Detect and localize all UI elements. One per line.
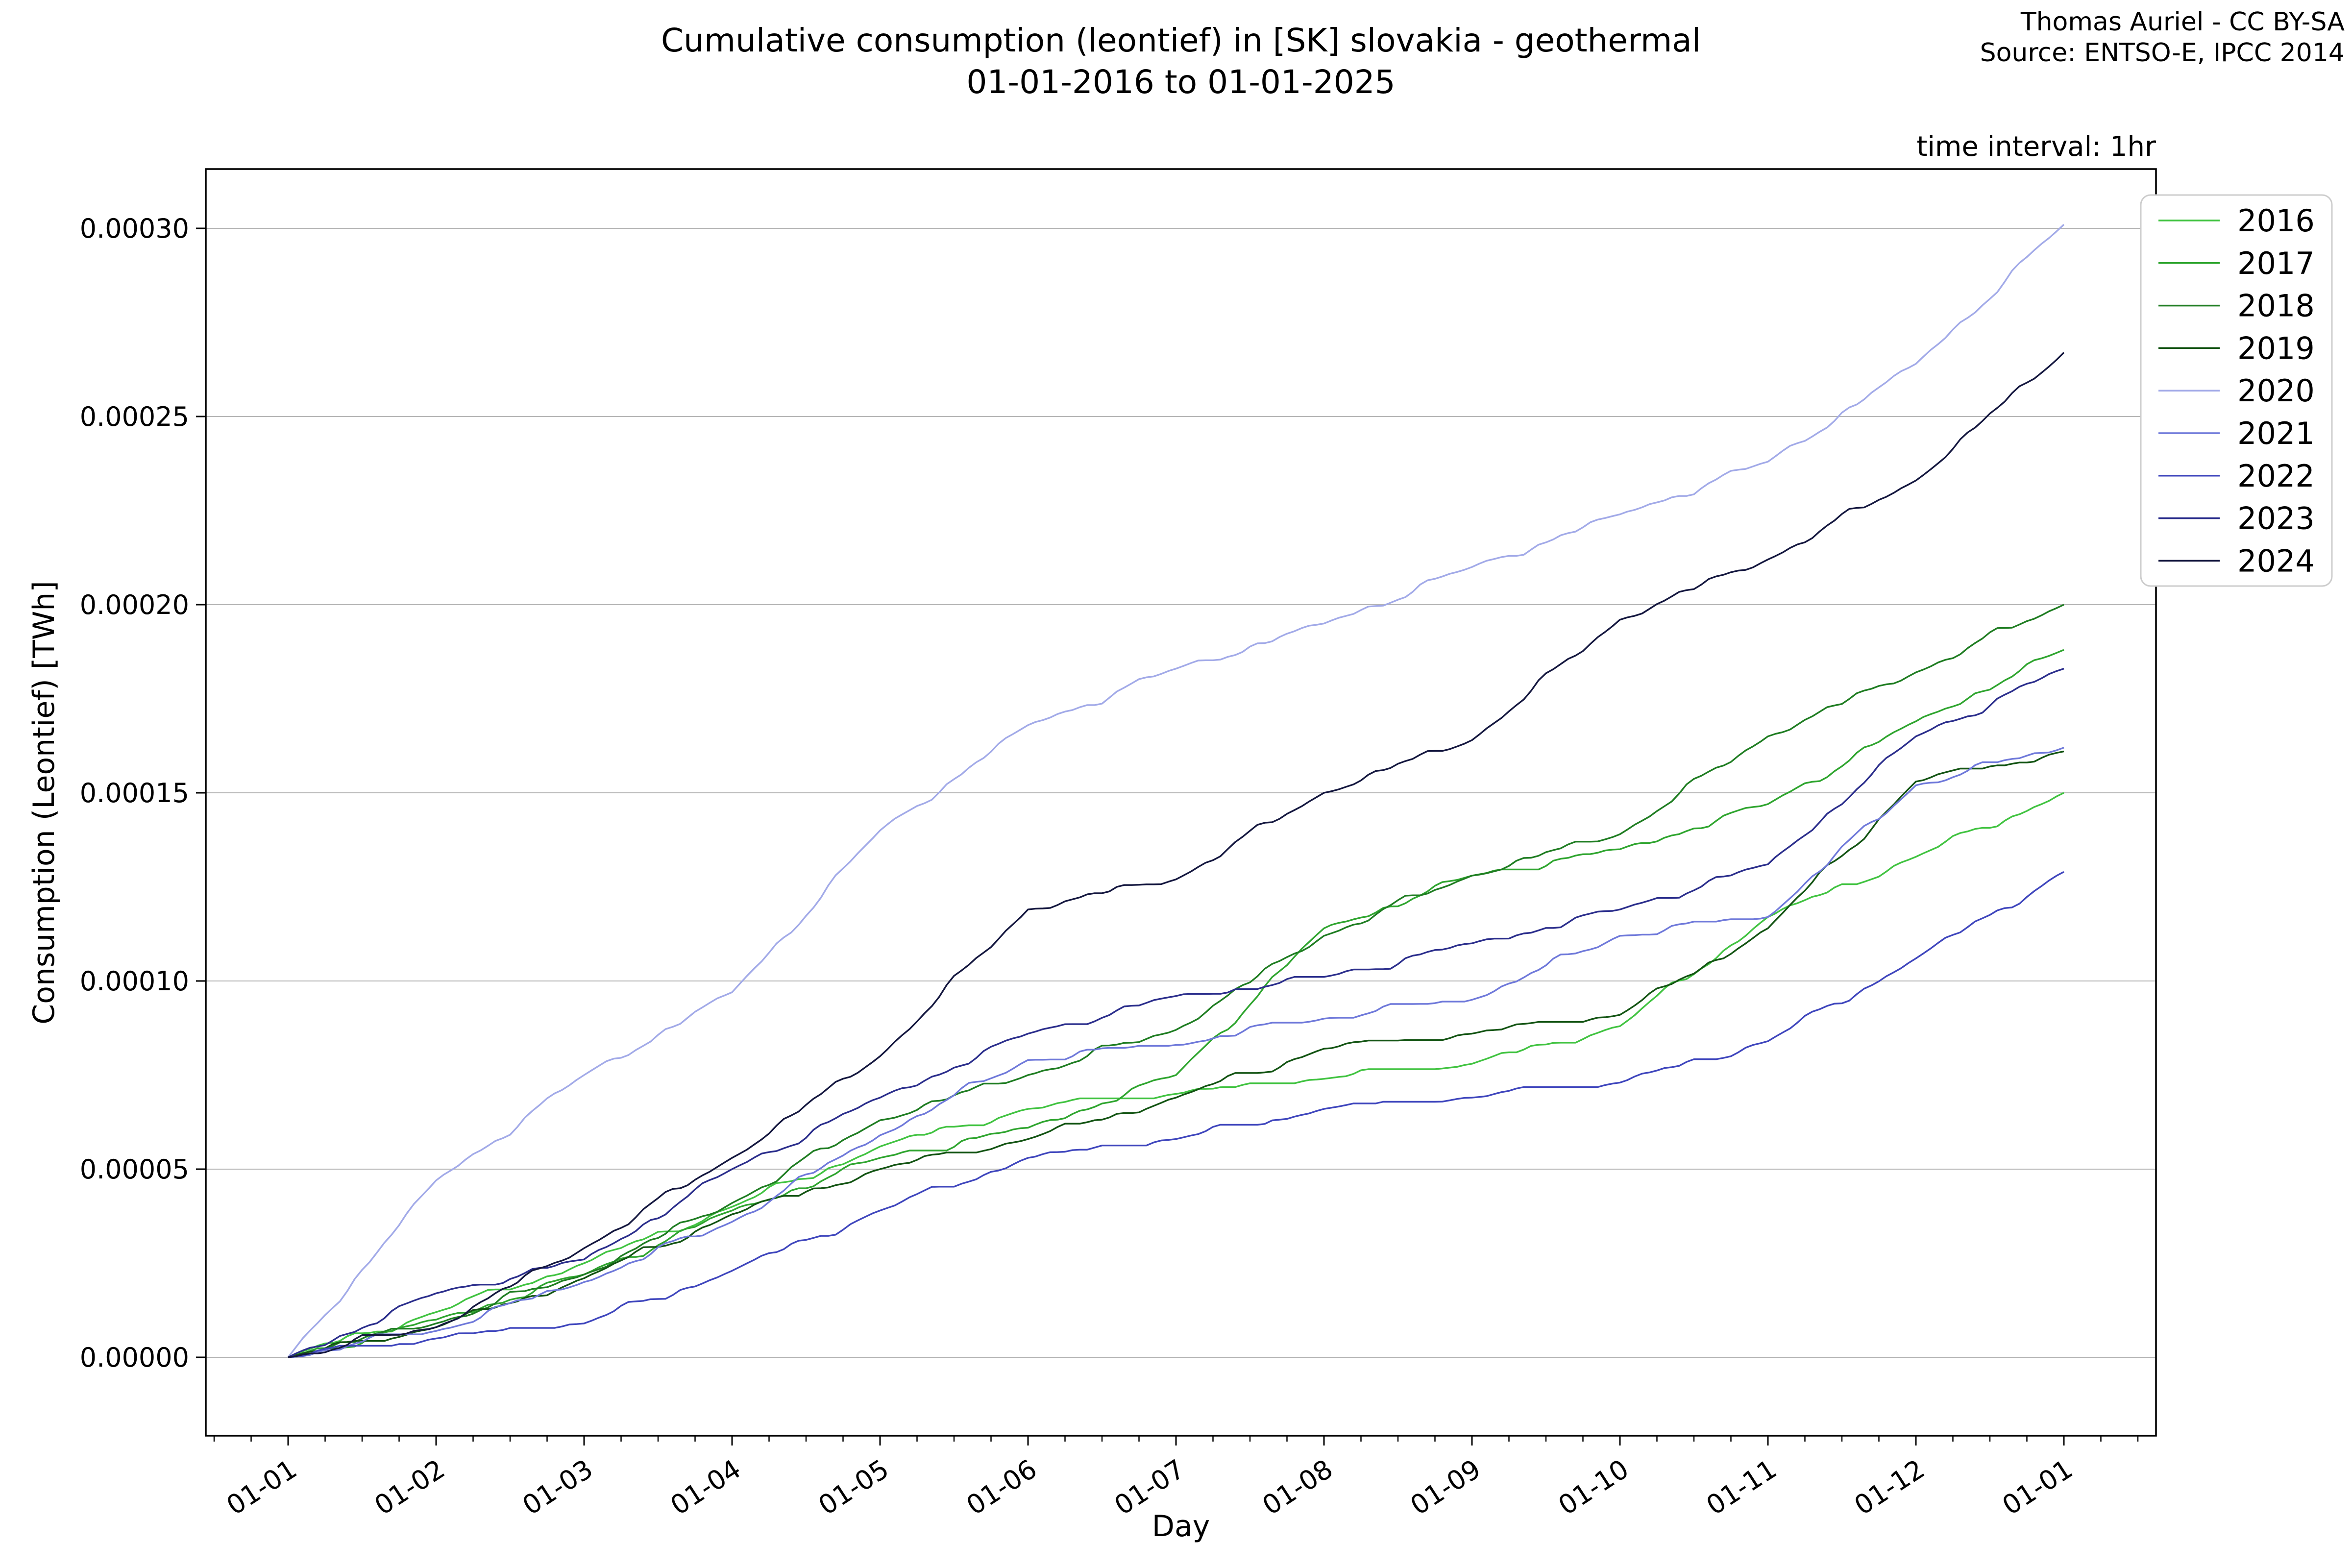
y-tick-label: 0.00030: [80, 213, 189, 244]
legend-label-2022: 2022: [2237, 458, 2315, 494]
legend-label-2021: 2021: [2237, 416, 2315, 451]
legend-item: 2018: [2158, 288, 2315, 324]
x-tick-label: 01-06: [961, 1453, 1042, 1521]
legend-label-2023: 2023: [2237, 501, 2315, 537]
legend-label-2019: 2019: [2237, 330, 2315, 366]
y-tick-label: 0.00015: [80, 778, 189, 808]
x-tick-label: 01-05: [813, 1453, 894, 1521]
x-axis-label: Day: [1152, 1509, 1210, 1544]
series-line-2024: [288, 352, 2065, 1358]
legend-label-2017: 2017: [2237, 245, 2315, 281]
legend-label-2016: 2016: [2237, 203, 2315, 239]
series-line-2020: [287, 224, 2065, 1358]
legend-item: 2020: [2158, 373, 2315, 409]
gridlines-layer: [206, 228, 2156, 1358]
x-tick-label: 01-02: [369, 1453, 450, 1521]
y-tick-label: 0.00010: [80, 966, 189, 997]
chart-title-line2: 01-01-2016 to 01-01-2025: [966, 63, 1395, 101]
legend-item: 2021: [2158, 416, 2315, 451]
x-tick-label: 01-03: [517, 1453, 598, 1521]
y-tick-label: 0.00020: [80, 589, 189, 620]
legend-item: 2024: [2158, 543, 2315, 579]
y-tick-label: 0.00005: [80, 1154, 189, 1185]
x-tick-label: 01-09: [1405, 1453, 1486, 1521]
legend-items: 2016 2017 2018 2019 2020 2021 2022 2023 2024: [2158, 203, 2315, 579]
legend-label-2020: 2020: [2237, 373, 2315, 409]
series-line-2023: [288, 667, 2064, 1358]
x-tick-label: 01-04: [665, 1453, 746, 1521]
series-layer: [287, 224, 2065, 1358]
ticks-layer: [196, 227, 2139, 1446]
legend: 2016 2017 2018 2019 2020 2021 2022 2023 2024: [2140, 194, 2333, 587]
attribution-line2: Source: ENTSO-E, IPCC 2014: [1980, 38, 2345, 68]
series-line-2021: [288, 747, 2064, 1358]
chart-title-line1: Cumulative consumption (leontief) in [SK…: [661, 22, 1701, 59]
y-tick-label: 0.00025: [80, 401, 189, 432]
legend-label-2024: 2024: [2237, 543, 2315, 579]
x-tick-label: 01-01: [221, 1453, 302, 1521]
legend-box: [2140, 194, 2333, 587]
x-tick-label: 01-12: [1849, 1453, 1930, 1521]
legend-item: 2019: [2158, 330, 2315, 366]
legend-item: 2016: [2158, 203, 2315, 239]
y-tick-label: 0.00000: [80, 1342, 189, 1373]
y-axis-label: Consumption (Leontief) [TWh]: [27, 581, 61, 1024]
legend-label-2018: 2018: [2237, 288, 2315, 324]
x-tick-label: 01-10: [1553, 1453, 1634, 1521]
x-tick-label: 01-11: [1701, 1453, 1782, 1521]
legend-item: 2023: [2158, 501, 2315, 537]
tick-labels-layer: 0.00000 0.00005 0.00010 0.00015 0.00020 0.000…: [80, 213, 2078, 1521]
attribution-line1: Thomas Auriel - CC BY-SA: [2020, 7, 2345, 37]
series-line-2018: [288, 604, 2064, 1358]
legend-item: 2022: [2158, 458, 2315, 494]
plot-border: [205, 168, 2157, 1437]
time-interval-note: time interval: 1hr: [1916, 131, 2156, 163]
series-line-2019: [288, 750, 2064, 1358]
x-tick-label: 01-01: [1997, 1453, 2078, 1521]
series-line-2022: [288, 871, 2064, 1358]
legend-item: 2017: [2158, 245, 2315, 281]
x-tick-label: 01-08: [1257, 1453, 1338, 1521]
series-line-2017: [288, 649, 2064, 1358]
